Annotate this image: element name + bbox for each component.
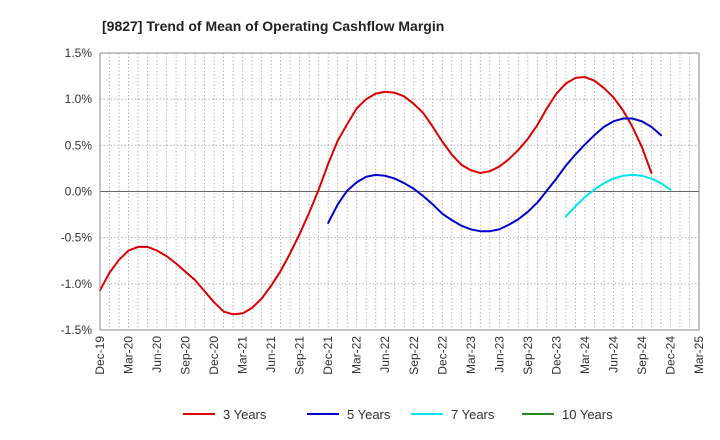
- y-tick-label: 1.0%: [65, 92, 93, 106]
- x-tick-label: Dec-22: [435, 336, 449, 375]
- x-tick-label: Mar-21: [236, 336, 250, 374]
- legend: 3 Years 5 Years 7 Years 10 Years: [183, 407, 613, 422]
- series-lines: [99, 76, 672, 316]
- series-line-3-years: [99, 76, 653, 316]
- y-axis: 1.5% 1.0% 0.5% 0.0% -0.5% -1.0% -1.5%: [61, 46, 93, 337]
- x-tick-label: Sep-23: [521, 336, 535, 375]
- x-tick-label: Jun-21: [264, 336, 278, 373]
- x-tick-label: Mar-22: [350, 336, 364, 374]
- y-tick-label: 1.5%: [65, 46, 93, 60]
- legend-label: 10 Years: [562, 407, 613, 422]
- legend-label: 7 Years: [451, 407, 495, 422]
- y-tick-label: -1.5%: [61, 323, 93, 337]
- grid: [100, 53, 699, 330]
- x-tick-label: Dec-19: [93, 336, 107, 375]
- series-line-7-years: [564, 173, 672, 218]
- y-tick-label: 0.0%: [65, 185, 93, 199]
- legend-label: 5 Years: [347, 407, 391, 422]
- x-tick-label: Mar-25: [692, 336, 706, 374]
- legend-label: 3 Years: [223, 407, 267, 422]
- x-tick-label: Sep-24: [635, 336, 649, 375]
- y-tick-label: -1.0%: [61, 277, 93, 291]
- plot-frame: [99, 52, 700, 331]
- x-tick-label: Jun-23: [492, 336, 506, 373]
- x-tick-label: Sep-22: [407, 336, 421, 375]
- y-tick-label: 0.5%: [65, 138, 93, 152]
- x-tick-label: Mar-24: [578, 336, 592, 374]
- x-tick-label: Dec-23: [549, 336, 563, 375]
- x-tick-label: Mar-23: [464, 336, 478, 374]
- x-tick-label: Mar-20: [122, 336, 136, 374]
- x-tick-label: Dec-21: [321, 336, 335, 375]
- series-line-5-years: [327, 117, 662, 233]
- x-tick-label: Jun-22: [378, 336, 392, 373]
- x-tick-label: Dec-24: [663, 336, 677, 375]
- x-tick-label: Sep-20: [179, 336, 193, 375]
- x-tick-label: Dec-20: [207, 336, 221, 375]
- x-axis: Dec-19 Mar-20 Jun-20 Sep-20 Dec-20 Mar-21 Jun-…: [93, 336, 706, 375]
- x-tick-label: Jun-20: [150, 336, 164, 373]
- x-tick-label: Jun-24: [606, 336, 620, 373]
- y-tick-label: -0.5%: [61, 231, 93, 245]
- chart-title: [9827] Trend of Mean of Operating Cashfl…: [102, 18, 444, 34]
- x-tick-label: Sep-21: [293, 336, 307, 375]
